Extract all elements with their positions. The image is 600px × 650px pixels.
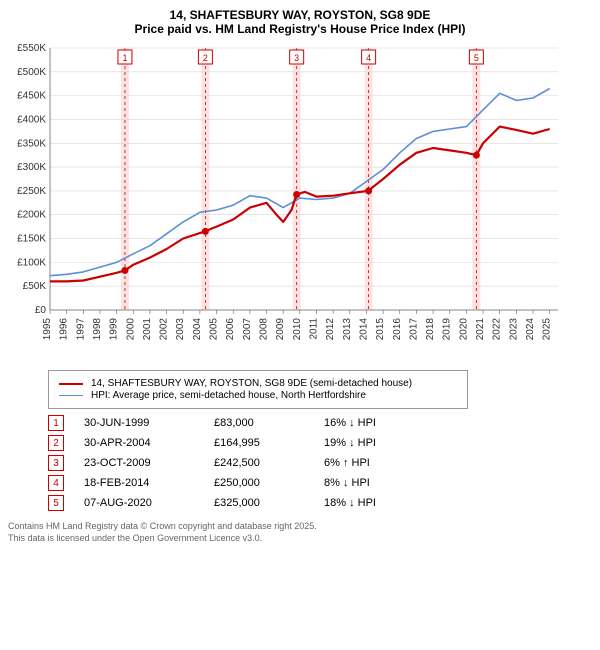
svg-text:2002: 2002	[159, 318, 170, 341]
sale-price: £250,000	[214, 477, 324, 489]
svg-text:2020: 2020	[458, 318, 469, 341]
svg-text:2024: 2024	[525, 318, 536, 341]
svg-text:2000: 2000	[125, 318, 136, 341]
svg-text:2001: 2001	[142, 318, 153, 341]
svg-text:2019: 2019	[442, 318, 453, 341]
svg-text:1995: 1995	[42, 318, 53, 341]
sale-delta: 19% ↓ HPI	[324, 437, 444, 449]
svg-text:2015: 2015	[375, 318, 386, 341]
svg-text:£50K: £50K	[23, 281, 47, 292]
sale-marker: 1	[48, 415, 64, 431]
svg-text:2: 2	[203, 53, 208, 63]
svg-text:2012: 2012	[325, 318, 336, 341]
sale-marker: 3	[48, 455, 64, 471]
svg-text:1: 1	[122, 53, 127, 63]
sale-marker: 2	[48, 435, 64, 451]
sale-delta: 16% ↓ HPI	[324, 417, 444, 429]
sale-date: 30-APR-2004	[84, 437, 214, 449]
sale-price: £325,000	[214, 497, 324, 509]
svg-text:2014: 2014	[358, 318, 369, 341]
svg-text:£250K: £250K	[17, 186, 46, 197]
sale-marker: 4	[48, 475, 64, 491]
sales-table: 1 30-JUN-1999£83,00016% ↓ HPI 2 30-APR-2004…	[48, 415, 592, 511]
svg-text:£550K: £550K	[17, 43, 46, 54]
legend-swatch	[59, 383, 83, 385]
svg-text:£100K: £100K	[17, 257, 46, 268]
chart-title-block: 14, SHAFTESBURY WAY, ROYSTON, SG8 9DE Pr…	[8, 8, 592, 36]
sale-date: 30-JUN-1999	[84, 417, 214, 429]
svg-text:2004: 2004	[192, 318, 203, 341]
sales-row: 3 23-OCT-2009£242,5006% ↑ HPI	[48, 455, 592, 471]
svg-text:2010: 2010	[292, 318, 303, 341]
sale-price: £164,995	[214, 437, 324, 449]
svg-text:2009: 2009	[275, 318, 286, 341]
svg-text:1997: 1997	[75, 318, 86, 341]
legend-label: 14, SHAFTESBURY WAY, ROYSTON, SG8 9DE (s…	[91, 378, 412, 389]
svg-text:£500K: £500K	[17, 67, 46, 78]
svg-text:2025: 2025	[542, 318, 553, 341]
svg-text:1999: 1999	[109, 318, 120, 341]
svg-text:2022: 2022	[492, 318, 503, 341]
footnote: Contains HM Land Registry data © Crown c…	[8, 521, 592, 544]
svg-text:2008: 2008	[259, 318, 270, 341]
svg-text:£0: £0	[35, 305, 47, 316]
svg-text:£450K: £450K	[17, 91, 46, 102]
svg-text:2021: 2021	[475, 318, 486, 341]
sale-price: £242,500	[214, 457, 324, 469]
sale-delta: 18% ↓ HPI	[324, 497, 444, 509]
line-chart: £0 £50K £100K £150K £200K £250K £300K £350K £400…	[8, 42, 592, 362]
title-address: 14, SHAFTESBURY WAY, ROYSTON, SG8 9DE	[8, 8, 592, 22]
svg-text:2017: 2017	[408, 318, 419, 341]
sales-row: 5 07-AUG-2020£325,00018% ↓ HPI	[48, 495, 592, 511]
footnote-line1: Contains HM Land Registry data © Crown c…	[8, 521, 592, 533]
svg-text:2011: 2011	[308, 318, 319, 340]
legend-row: HPI: Average price, semi-detached house,…	[59, 390, 457, 401]
sale-price: £83,000	[214, 417, 324, 429]
sale-delta: 6% ↑ HPI	[324, 457, 444, 469]
svg-text:3: 3	[294, 53, 299, 63]
svg-text:1996: 1996	[59, 318, 70, 341]
sales-row: 1 30-JUN-1999£83,00016% ↓ HPI	[48, 415, 592, 431]
legend-row: 14, SHAFTESBURY WAY, ROYSTON, SG8 9DE (s…	[59, 378, 457, 389]
legend-swatch	[59, 395, 83, 396]
svg-text:5: 5	[474, 53, 479, 63]
svg-text:2023: 2023	[508, 318, 519, 341]
svg-text:£300K: £300K	[17, 162, 46, 173]
sale-date: 07-AUG-2020	[84, 497, 214, 509]
legend: 14, SHAFTESBURY WAY, ROYSTON, SG8 9DE (s…	[48, 370, 468, 409]
sale-delta: 8% ↓ HPI	[324, 477, 444, 489]
sale-date: 23-OCT-2009	[84, 457, 214, 469]
svg-text:2005: 2005	[209, 318, 220, 341]
svg-text:£200K: £200K	[17, 210, 46, 221]
svg-text:2003: 2003	[175, 318, 186, 341]
sale-marker: 5	[48, 495, 64, 511]
svg-text:2006: 2006	[225, 318, 236, 341]
svg-text:2013: 2013	[342, 318, 353, 341]
svg-text:4: 4	[366, 53, 371, 63]
title-subtitle: Price paid vs. HM Land Registry's House …	[8, 22, 592, 36]
svg-text:£400K: £400K	[17, 114, 46, 125]
legend-label: HPI: Average price, semi-detached house,…	[91, 390, 366, 401]
svg-text:2018: 2018	[425, 318, 436, 341]
svg-text:2016: 2016	[392, 318, 403, 341]
footnote-line2: This data is licensed under the Open Gov…	[8, 533, 592, 545]
chart-svg: £0 £50K £100K £150K £200K £250K £300K £350K £400…	[8, 42, 568, 362]
sales-row: 4 18-FEB-2014£250,0008% ↓ HPI	[48, 475, 592, 491]
sales-row: 2 30-APR-2004£164,99519% ↓ HPI	[48, 435, 592, 451]
sale-date: 18-FEB-2014	[84, 477, 214, 489]
svg-text:£150K: £150K	[17, 234, 46, 245]
svg-text:2007: 2007	[242, 318, 253, 341]
svg-text:1998: 1998	[92, 318, 103, 341]
svg-text:£350K: £350K	[17, 138, 46, 149]
